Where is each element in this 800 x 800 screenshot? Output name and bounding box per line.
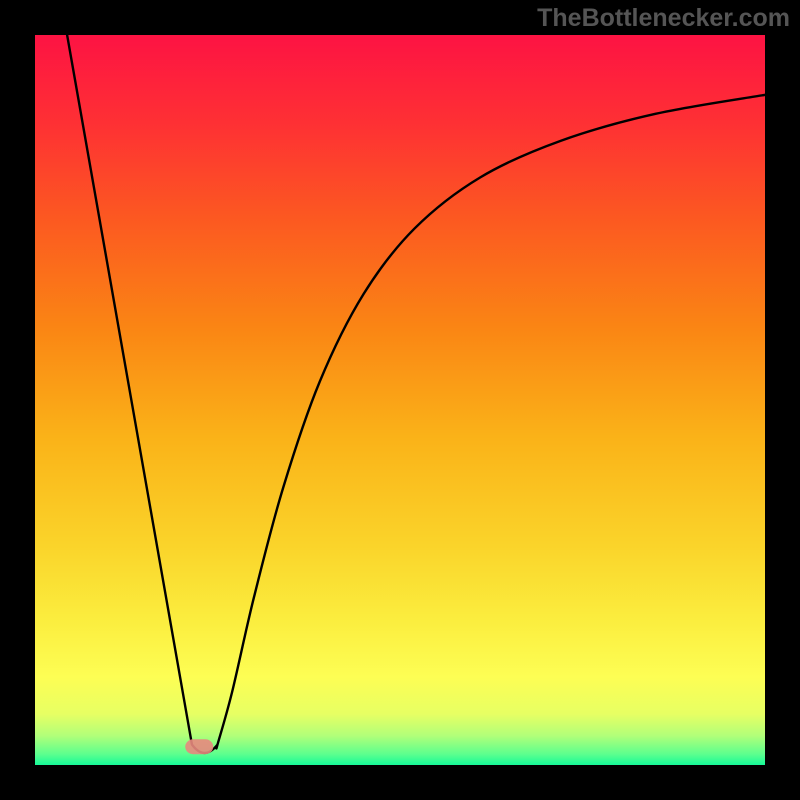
- optimal-marker: [185, 739, 213, 754]
- bottleneck-chart: [0, 0, 800, 800]
- plot-area: [35, 35, 765, 765]
- chart-container: TheBottlenecker.com: [0, 0, 800, 800]
- watermark-text: TheBottlenecker.com: [537, 4, 790, 33]
